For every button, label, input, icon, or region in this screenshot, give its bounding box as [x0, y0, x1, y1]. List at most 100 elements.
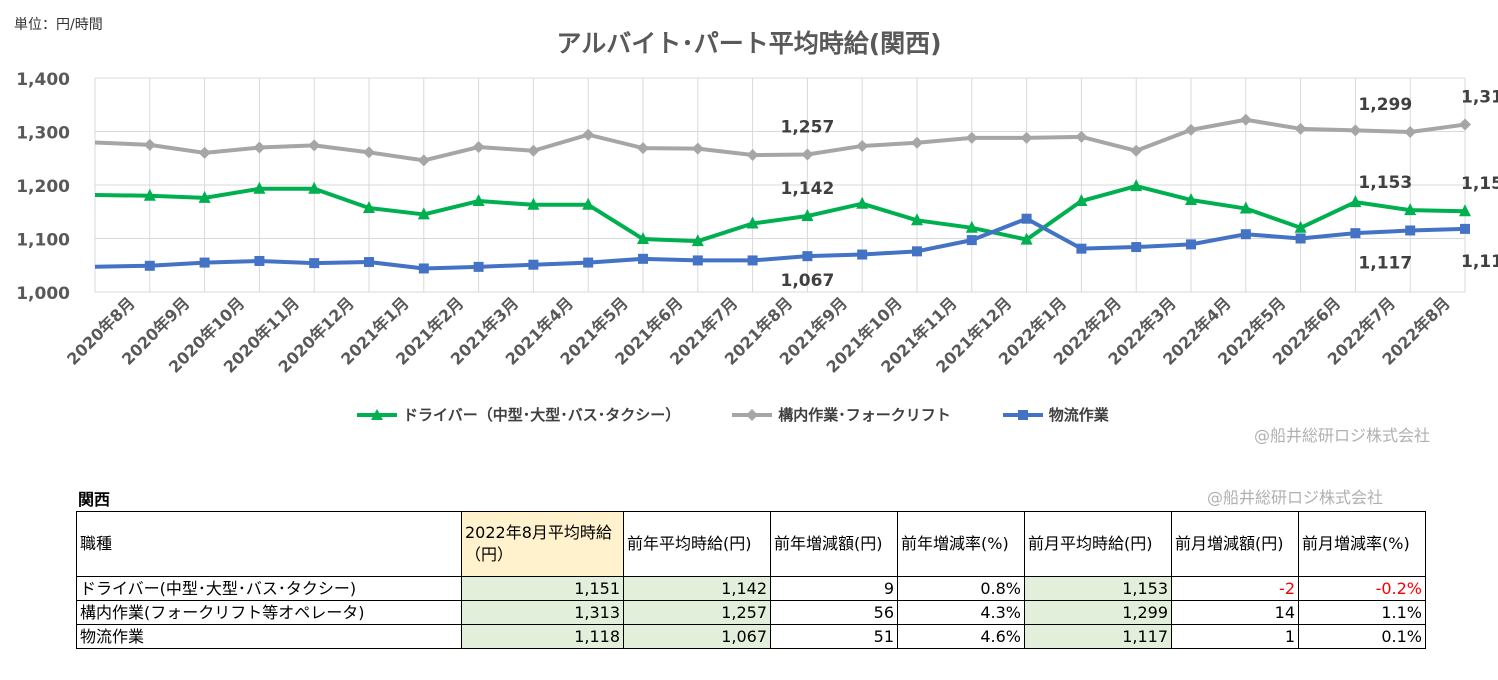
legend-item-warehouse: 構内作業･フォークリフト [730, 404, 951, 425]
data-point [1349, 195, 1362, 208]
prev-month-wage-cell: 1,153 [1024, 576, 1172, 601]
header-prev-month-rate: 前月増減率(%) [1298, 511, 1426, 577]
data-label: 1,153 [1358, 173, 1412, 193]
data-point [1239, 113, 1252, 126]
prev-month-rate-cell: 0.1% [1298, 624, 1426, 649]
header-prev-month-wage: 前月平均時給(円) [1024, 511, 1172, 577]
prev-year-diff-cell: 56 [770, 600, 898, 625]
data-label: 1,299 [1358, 95, 1412, 115]
wage-table: 職種 2022年8月平均時給（円） 前年平均時給(円) 前年増減額(円) 前年増… [76, 511, 1426, 649]
data-point [198, 190, 211, 203]
data-point [1130, 144, 1143, 157]
header-prev-year-diff: 前年増減額(円) [770, 511, 898, 577]
prev-year-rate-cell: 0.8% [897, 576, 1025, 601]
data-point [308, 139, 321, 152]
data-point [472, 141, 485, 154]
data-point [254, 255, 265, 266]
data-point [637, 142, 649, 155]
table-header-row: 職種 2022年8月平均時給（円） 前年平均時給(円) 前年増減額(円) 前年増… [76, 511, 1426, 577]
data-point [1294, 122, 1307, 135]
prev-month-diff-cell: 1 [1171, 624, 1299, 649]
y-tick-label: 1,300 [16, 124, 70, 144]
data-label: 1,117 [1358, 253, 1412, 273]
table-row: 物流作業 1,118 1,067 51 4.6% 1,117 1 0.1% [76, 624, 1426, 649]
header-prev-year-rate: 前年増減率(%) [897, 511, 1025, 577]
data-point [473, 261, 484, 272]
data-point [1460, 223, 1470, 234]
prev-month-rate-cell: -0.2% [1298, 576, 1426, 601]
data-label: 1,067 [781, 271, 835, 291]
data-point [1131, 242, 1142, 253]
job-type-cell: ドライバー(中型･大型･バス･タクシー) [76, 576, 462, 601]
line-chart: 1,0001,1001,2001,3001,4002020年8月2020年9月2… [16, 70, 1498, 377]
data-point [528, 259, 539, 270]
data-label: 1,118 [1461, 252, 1498, 272]
data-point [1185, 192, 1197, 205]
data-label: 1,142 [781, 179, 835, 199]
chart-watermark: @船井総研ロジ株式会社 [1254, 426, 1431, 445]
data-point [691, 234, 704, 247]
data-point [1405, 225, 1416, 236]
y-tick-label: 1,200 [16, 177, 70, 197]
table-row: 構内作業(フォークリフト等オペレータ) 1,313 1,257 56 4.3% … [76, 600, 1426, 625]
unit-label: 単位：円/時間 [14, 17, 103, 33]
y-tick-label: 1,100 [16, 231, 70, 251]
data-point [364, 257, 374, 268]
series-line [94, 216, 1466, 271]
data-point [1295, 233, 1306, 244]
job-type-cell: 構内作業(フォークリフト等オペレータ) [76, 600, 462, 625]
data-point [582, 128, 595, 141]
series-line [94, 117, 1466, 163]
data-point [965, 220, 978, 233]
data-point [1404, 126, 1417, 139]
data-point [911, 136, 923, 149]
data-point [1404, 203, 1417, 216]
data-point [637, 232, 649, 245]
job-type-cell: 物流作業 [76, 624, 462, 649]
prev-year-rate-cell: 4.6% [897, 624, 1025, 649]
prev-month-wage-cell: 1,117 [1024, 624, 1172, 649]
current-wage-cell: 1,151 [461, 576, 624, 601]
chart-title: アルバイト･パート平均時給(関西) [556, 29, 942, 58]
data-point [363, 201, 375, 214]
data-point [691, 142, 704, 155]
data-point [417, 207, 430, 220]
chart-legend: ドライバー（中型･大型･バス･タクシー） 構内作業･フォークリフト 物流作業 [355, 404, 1109, 425]
data-point [746, 216, 759, 229]
table-watermark: @船井総研ロジ株式会社 [1207, 488, 1384, 507]
current-wage-cell: 1,313 [461, 600, 624, 625]
prev-month-diff-cell: 14 [1171, 600, 1299, 625]
data-label: 1,313 [1461, 88, 1498, 108]
data-point [1021, 213, 1032, 224]
data-point [1350, 228, 1361, 239]
y-tick-label: 1,400 [16, 70, 70, 90]
prev-month-rate-cell: 1.1% [1298, 600, 1426, 625]
legend-marker-square-icon [1002, 409, 1043, 420]
data-point [1020, 232, 1033, 245]
y-tick-label: 1,000 [16, 284, 70, 304]
data-point [1459, 204, 1471, 217]
prev-year-diff-cell: 51 [770, 624, 898, 649]
prev-year-rate-cell: 4.3% [897, 600, 1025, 625]
legend-label-logistics: 物流作業 [1048, 406, 1109, 424]
data-point [1349, 124, 1362, 137]
data-point [1239, 201, 1252, 214]
header-job-type: 職種 [76, 511, 462, 577]
current-wage-cell: 1,118 [461, 624, 624, 649]
data-point [746, 149, 759, 162]
data-point [638, 253, 648, 264]
data-point [801, 209, 814, 222]
data-point [1075, 130, 1088, 143]
data-point [801, 148, 814, 161]
data-point [417, 154, 430, 167]
header-prev-year-wage: 前年平均時給(円) [623, 511, 771, 577]
data-point [1076, 243, 1087, 254]
legend-item-driver: ドライバー（中型･大型･バス･タクシー） [355, 404, 680, 425]
table-title: 関西 [78, 490, 111, 509]
data-point [472, 194, 485, 207]
data-point [199, 257, 210, 268]
data-point [1294, 220, 1307, 233]
header-prev-month-diff: 前月増減額(円) [1171, 511, 1299, 577]
data-point [253, 181, 266, 194]
data-point [802, 251, 813, 262]
